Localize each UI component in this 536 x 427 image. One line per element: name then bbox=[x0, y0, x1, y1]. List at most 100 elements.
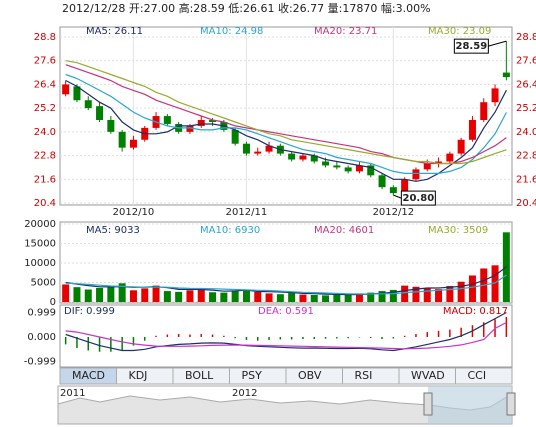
candle-body bbox=[401, 179, 409, 194]
y-tick-label: 20.4 bbox=[34, 198, 56, 209]
volume-bar bbox=[175, 291, 183, 302]
candle-body bbox=[265, 145, 273, 152]
volume-bar bbox=[197, 288, 205, 302]
y-tick-label: 27.6 bbox=[34, 56, 56, 67]
y-tick-label: 25.2 bbox=[34, 103, 56, 114]
ma-line bbox=[65, 79, 507, 182]
candle-body bbox=[118, 131, 126, 148]
volume-bar bbox=[73, 287, 81, 302]
candle-body bbox=[435, 161, 443, 164]
volume-bar bbox=[254, 291, 262, 302]
legend-entry: MA20: 23.71 bbox=[314, 26, 377, 37]
annotation: 28.59 bbox=[456, 41, 488, 52]
candle-body bbox=[423, 163, 431, 170]
navigator-handle[interactable] bbox=[423, 392, 433, 416]
candle-body bbox=[254, 151, 262, 154]
price-frame bbox=[59, 26, 513, 206]
ma-line bbox=[65, 60, 507, 165]
tab[interactable]: OBV bbox=[298, 369, 322, 382]
volume-bar bbox=[468, 275, 476, 302]
tab[interactable]: RSI bbox=[355, 369, 373, 382]
volume-bar bbox=[163, 291, 171, 302]
candle-body bbox=[491, 88, 499, 103]
volume-bar bbox=[333, 294, 341, 302]
candle-body bbox=[209, 120, 217, 122]
tab[interactable]: BOLL bbox=[185, 369, 214, 382]
legend-entry: MA10: 24.98 bbox=[200, 26, 263, 37]
legend-entry: MA10: 6930 bbox=[200, 225, 260, 236]
candle-body bbox=[129, 139, 137, 148]
y-tick-label: 22.8 bbox=[516, 151, 536, 162]
volume-bar bbox=[491, 265, 499, 302]
volume-bar bbox=[367, 292, 375, 302]
volume-bar bbox=[401, 285, 409, 302]
legend-entry: MA30: 23.09 bbox=[428, 26, 491, 37]
volume-bar bbox=[129, 290, 137, 302]
annotation-box bbox=[453, 38, 489, 54]
ma-line bbox=[65, 73, 507, 174]
volume-bar bbox=[389, 289, 397, 302]
volume-bar bbox=[62, 284, 70, 302]
legend-entry: MA5: 26.11 bbox=[86, 26, 143, 37]
y-tick-label: 20.4 bbox=[516, 198, 536, 209]
candle-body bbox=[73, 86, 81, 101]
candle-body bbox=[62, 84, 70, 95]
candle-body bbox=[468, 120, 476, 140]
candle-body bbox=[322, 161, 330, 166]
x-tick-label: 2012/10 bbox=[113, 207, 155, 218]
volume-bar bbox=[107, 285, 115, 302]
candle-body bbox=[412, 169, 420, 180]
volume-bar bbox=[209, 292, 217, 302]
volume-bar bbox=[231, 290, 239, 302]
macd-line bbox=[65, 311, 507, 352]
annotation-leader bbox=[488, 40, 507, 47]
candle-body bbox=[367, 165, 375, 176]
candle-body bbox=[231, 129, 239, 144]
candle-body bbox=[197, 120, 205, 126]
volume-bar bbox=[276, 294, 284, 302]
navigator-label: 2012 bbox=[232, 388, 257, 399]
y-tick-label: 21.6 bbox=[516, 174, 536, 185]
legend-entry: DIF: 0.999 bbox=[64, 306, 115, 317]
tab[interactable]: WVAD bbox=[411, 369, 445, 382]
candle-body bbox=[310, 155, 318, 162]
volume-bar bbox=[412, 286, 420, 302]
tab[interactable]: PSY bbox=[242, 369, 263, 382]
volume-bar bbox=[288, 293, 296, 302]
candle-body bbox=[96, 106, 104, 120]
candle-body bbox=[242, 143, 250, 154]
volume-bar bbox=[299, 294, 307, 302]
candle-body bbox=[378, 175, 386, 188]
x-tick-label: 2012/11 bbox=[226, 207, 268, 218]
candle-body bbox=[333, 165, 341, 168]
legend-entry: MACD: 0.817 bbox=[443, 306, 508, 317]
volume-bar bbox=[265, 293, 273, 302]
navigator-window[interactable] bbox=[428, 386, 512, 424]
volume-bar bbox=[96, 287, 104, 302]
candle-body bbox=[107, 120, 115, 132]
header: 2012/12/28 开:27.00 高:28.59 低:26.61 收:26.… bbox=[62, 1, 431, 15]
tab[interactable]: KDJ bbox=[129, 369, 148, 382]
candle-body bbox=[457, 139, 465, 154]
volume-bar bbox=[322, 295, 330, 302]
candle-body bbox=[355, 165, 363, 172]
candle-body bbox=[186, 125, 194, 132]
candle-body bbox=[84, 100, 92, 109]
tab[interactable]: CCI bbox=[468, 369, 487, 382]
macd-line bbox=[65, 321, 507, 350]
y-tick-label: 28.8 bbox=[516, 32, 536, 43]
candle-body bbox=[163, 116, 171, 124]
volume-bar bbox=[84, 289, 92, 302]
tab[interactable]: MACD bbox=[72, 369, 105, 382]
legend-entry: MA5: 9033 bbox=[86, 225, 140, 236]
y-tick-label: 26.4 bbox=[34, 79, 56, 90]
navigator-label: 2011 bbox=[60, 388, 85, 399]
navigator-handle[interactable] bbox=[506, 392, 516, 416]
volume-bar bbox=[118, 283, 126, 302]
volume-bar bbox=[378, 291, 386, 302]
volume-ma-line bbox=[65, 274, 507, 295]
y-tick-label: 20000 bbox=[24, 219, 56, 230]
y-tick-label: 28.8 bbox=[34, 32, 56, 43]
y-tick-label: 21.6 bbox=[34, 174, 56, 185]
